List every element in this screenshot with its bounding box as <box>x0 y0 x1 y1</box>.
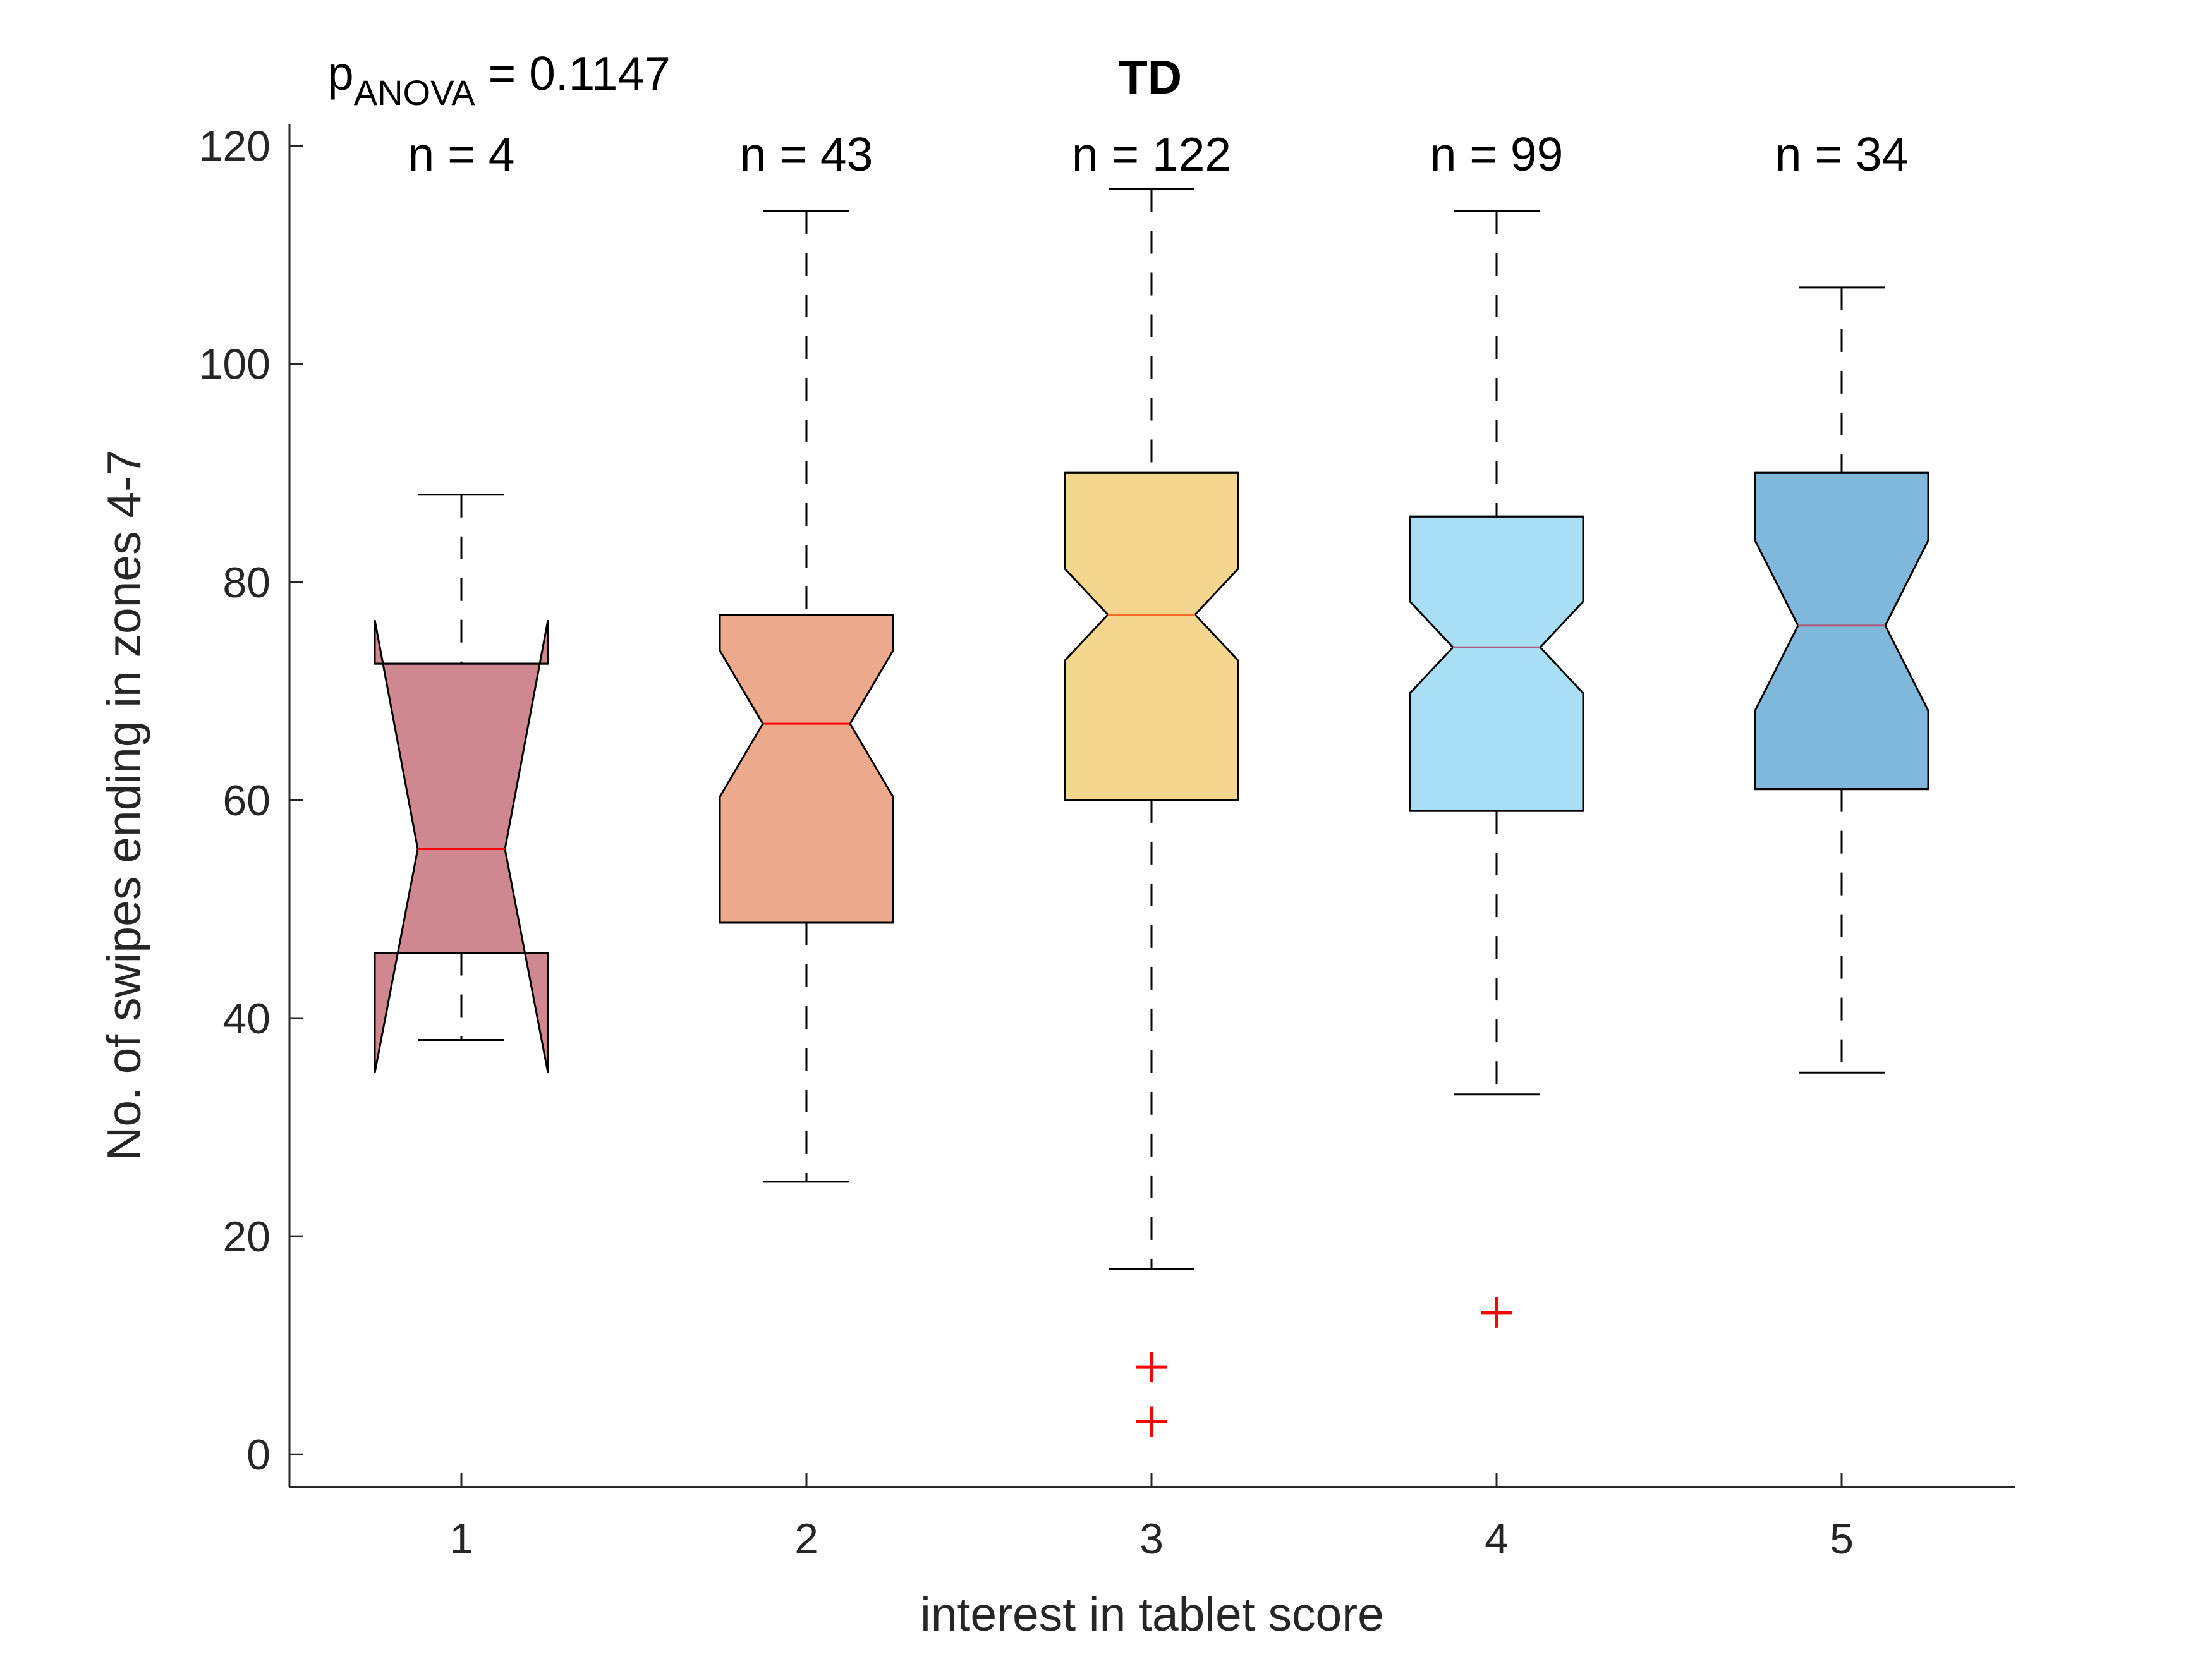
plot-area <box>374 188 1929 1437</box>
y-tick-label: 0 <box>246 1431 270 1479</box>
y-tick-label: 60 <box>222 777 270 825</box>
y-axis-label: No. of swipes ending in zones 4-7 <box>97 449 150 1161</box>
n-label: n = 122 <box>1072 128 1231 181</box>
n-label: n = 99 <box>1430 128 1564 181</box>
box-4 <box>1409 515 1584 812</box>
anova-subscript: ANOVA <box>354 73 476 112</box>
anova-p-value: pANOVA = 0.1147 <box>327 47 671 112</box>
outlier-marker <box>1136 1352 1167 1383</box>
x-tick-label: 2 <box>794 1515 818 1563</box>
y-tick-label: 100 <box>199 341 270 389</box>
box-3 <box>1064 471 1239 801</box>
box-5 <box>1754 471 1929 791</box>
x-tick-label: 1 <box>449 1515 473 1563</box>
x-axis-label: interest in tablet score <box>920 1588 1384 1641</box>
anova-value: = 0.1147 <box>475 47 671 100</box>
y-tick-label: 80 <box>222 559 270 607</box>
anova-p-prefix: p <box>327 47 354 100</box>
outlier-marker <box>1481 1297 1512 1328</box>
outlier-marker <box>1136 1406 1167 1437</box>
n-label: n = 34 <box>1775 128 1909 181</box>
box-2 <box>719 614 894 924</box>
n-label: n = 4 <box>408 128 515 181</box>
y-tick-label: 20 <box>222 1213 270 1261</box>
annotation-labels: n = 4 n = 43 n = 122 n = 99 n = 34 <box>408 128 1909 181</box>
x-tick-label: 5 <box>1830 1515 1854 1563</box>
x-tick-label: 3 <box>1139 1515 1164 1563</box>
n-label: n = 43 <box>740 128 873 181</box>
tick-labels: 0 20 40 60 80 100 120 1 2 3 4 5 <box>199 123 1854 1563</box>
x-tick-label: 4 <box>1485 1515 1509 1563</box>
y-tick-label: 40 <box>222 995 270 1043</box>
y-tick-label: 120 <box>199 123 270 171</box>
chart-title: TD <box>1119 51 1182 104</box>
